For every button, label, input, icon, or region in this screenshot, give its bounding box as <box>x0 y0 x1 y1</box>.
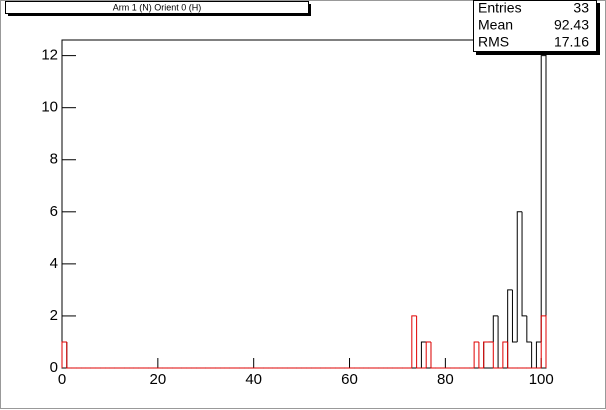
y-tick-label: 6 <box>50 203 58 220</box>
y-tick-label: 10 <box>41 99 58 116</box>
histogram-bin <box>473 341 479 368</box>
histogram-bin <box>61 341 67 368</box>
x-tick-label: 40 <box>245 371 262 388</box>
histogram-bin <box>502 341 508 368</box>
stat-label: Mean <box>478 17 513 33</box>
histogram-bin <box>535 341 542 368</box>
x-tick-label: 100 <box>529 371 554 388</box>
y-tick-label: 12 <box>41 47 58 64</box>
histogram-bin <box>420 341 427 368</box>
stat-label: RMS <box>478 34 509 50</box>
histogram-bin <box>430 341 436 369</box>
title-box <box>5 1 309 14</box>
stats: Entries 33 Mean 92.43 RMS 17.16 <box>478 0 589 50</box>
histogram-bin <box>540 315 547 368</box>
y-tick-label: 8 <box>50 151 58 168</box>
y-tick-label: 0 <box>50 359 58 376</box>
chart-title: Arm 1 (N) Orient 0 (H) <box>113 2 202 12</box>
stat-label: Entries <box>478 0 522 16</box>
histogram-bin <box>516 211 523 342</box>
histogram-bin <box>526 315 532 343</box>
x-tick-label: 60 <box>341 371 358 388</box>
histogram-bin <box>507 341 513 369</box>
histogram-bin <box>521 211 527 317</box>
histogram-bin <box>492 315 499 342</box>
histogram-bin <box>411 315 417 368</box>
histogram-bin <box>416 315 422 369</box>
y-tick-label: 4 <box>50 255 58 272</box>
stats-box <box>473 0 597 52</box>
stat-value: 92.43 <box>554 17 589 33</box>
histogram-bin <box>511 289 518 343</box>
y-tick-label: 2 <box>50 307 58 324</box>
stat-value: 17.16 <box>554 34 589 50</box>
histogram-bin <box>478 341 484 369</box>
x-tick-label: 20 <box>149 371 166 388</box>
stat-value: 33 <box>573 0 589 16</box>
x-tick-label: 80 <box>437 371 454 388</box>
x-tick-label: 0 <box>58 371 66 388</box>
histogram-bin <box>483 341 489 368</box>
histogram-series <box>61 315 547 369</box>
histogram-bin <box>425 341 431 368</box>
histogram-bin <box>540 55 547 368</box>
histogram-bin <box>66 341 72 369</box>
histogram-bin <box>492 341 499 369</box>
